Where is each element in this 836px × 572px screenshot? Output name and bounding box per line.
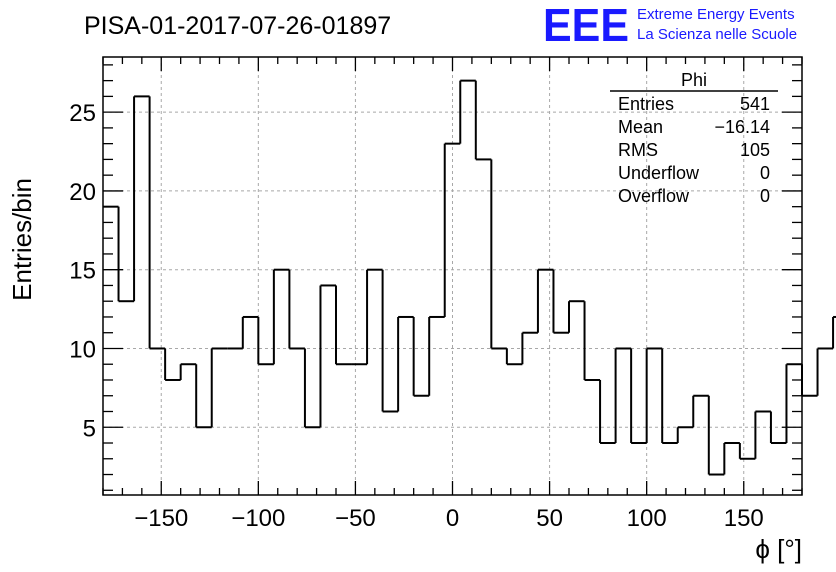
logo-line2: La Scienza nelle Scuole bbox=[637, 26, 797, 43]
logo: EEE Extreme Energy Events La Scienza nel… bbox=[543, 0, 797, 51]
stats-row-label: RMS bbox=[618, 140, 658, 160]
x-tick-label: 50 bbox=[536, 505, 563, 532]
x-tick-label: 150 bbox=[724, 505, 764, 532]
stats-row-value: 0 bbox=[760, 186, 770, 206]
chart-title: PISA-01-2017-07-26-01897 bbox=[84, 12, 391, 40]
x-tick-label: −150 bbox=[134, 505, 188, 532]
stats-row-label: Mean bbox=[618, 117, 663, 137]
y-axis-label: Entries/bin bbox=[7, 178, 37, 301]
logo-mark: EEE bbox=[543, 0, 629, 51]
x-tick-label: −100 bbox=[231, 505, 285, 532]
x-axis-label: ϕ [°] bbox=[755, 534, 802, 564]
y-tick-label: 15 bbox=[69, 258, 96, 285]
plot-frame bbox=[102, 56, 803, 496]
axis-ticks bbox=[102, 57, 803, 495]
x-tick-label: −50 bbox=[335, 505, 376, 532]
logo-line1: Extreme Energy Events bbox=[637, 6, 795, 23]
y-tick-label: 25 bbox=[69, 100, 96, 127]
tick-labels: −150 −100 −50 0 50 100 150 5 10 15 20 25 bbox=[69, 100, 763, 532]
stats-row-value: 105 bbox=[740, 140, 770, 160]
histogram-bins bbox=[103, 79, 836, 476]
stats-row-value: −16.14 bbox=[714, 117, 770, 137]
y-tick-label: 5 bbox=[83, 415, 96, 442]
stats-row-label: Underflow bbox=[618, 163, 700, 183]
y-tick-label: 20 bbox=[69, 179, 96, 206]
y-tick-label: 10 bbox=[69, 336, 96, 363]
stats-row-value: 541 bbox=[740, 94, 770, 114]
x-tick-label: 100 bbox=[627, 505, 667, 532]
stats-title: Phi bbox=[681, 70, 707, 90]
grid bbox=[103, 57, 802, 495]
x-tick-label: 0 bbox=[446, 505, 459, 532]
stats-row-label: Entries bbox=[618, 94, 674, 114]
stats-row-label: Overflow bbox=[618, 186, 690, 206]
stats-box: Phi Entries 541 Mean −16.14 RMS 105 Underflow 0… bbox=[610, 70, 778, 206]
stats-row-value: 0 bbox=[760, 163, 770, 183]
